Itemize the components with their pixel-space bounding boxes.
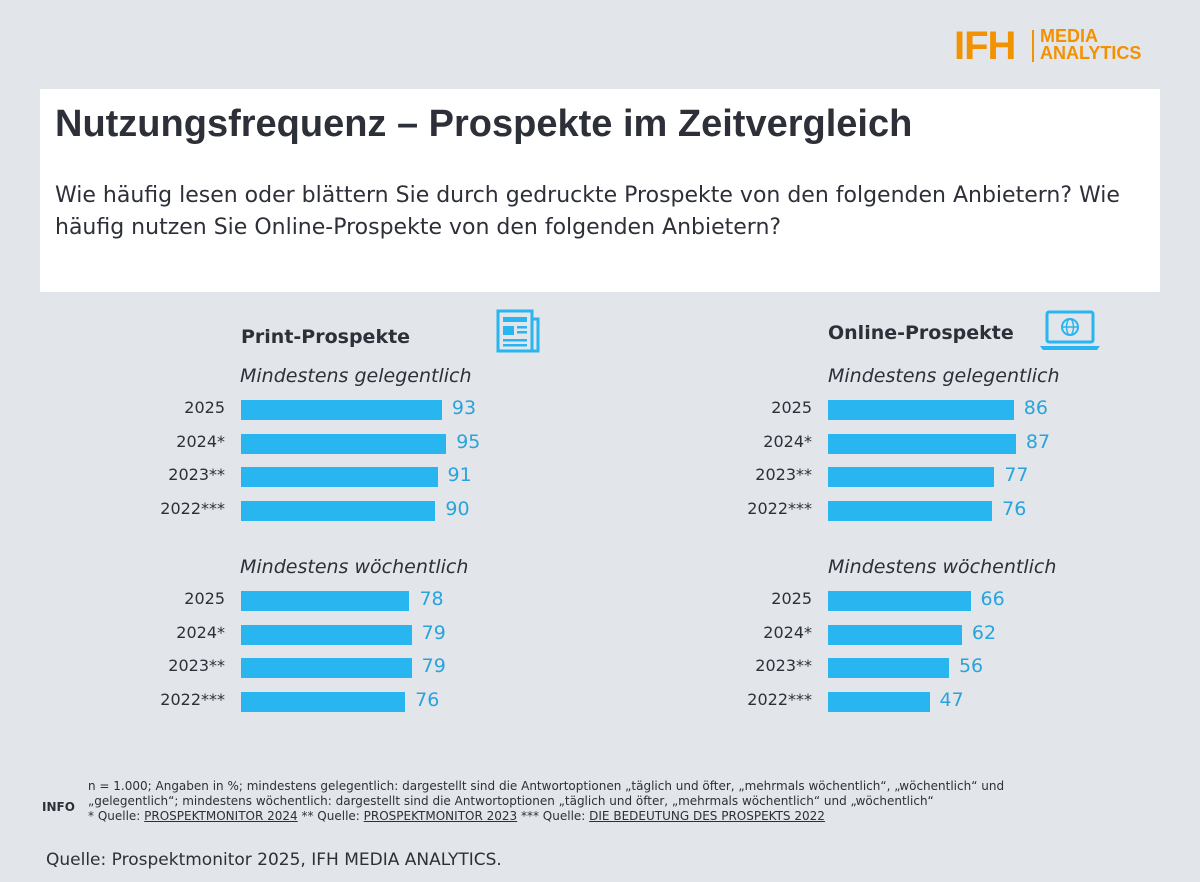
bar-value-label: 76 [1002,497,1027,520]
laptop-globe-icon [1039,310,1101,356]
bar [828,591,971,611]
ref2-prefix: ** Quelle: [297,809,364,823]
bar-row: 2025 86 [771,397,1054,421]
bar-value-label: 87 [1025,430,1051,453]
bar [828,467,995,487]
bar-category-label: 2022*** [160,689,225,709]
bar-category-label: 2023** [168,465,225,484]
bar-row: 2023** 91 [168,464,478,488]
bar-value-label: 86 [1023,397,1048,419]
ref1-prefix: * Quelle: [88,809,145,823]
bar-value-label: 79 [421,655,446,677]
ifh-logo: IFH MEDIA ANALYTICS [954,26,1164,66]
bar [241,400,442,420]
footnotes: n = 1.000; Angaben in %; mindestens gele… [88,779,1178,824]
bar-category-label: 2024* [763,622,812,642]
logo-ifh: IFH [954,24,1016,68]
bar [828,500,993,521]
header-box: Nutzungsfrequenz – Prospekte im Zeitverg… [40,89,1160,292]
bar-value-label: 62 [971,621,997,644]
online-panel-title: Online-Prospekte [828,322,1014,344]
bar-row: 2022*** 76 [160,688,445,713]
bar-row: 2025 78 [184,588,449,612]
bar-row: 2022*** 90 [160,497,475,522]
ref1-link[interactable]: PROSPEKTMONITOR 2024 [144,809,298,823]
online-group-label-occasional: Mindestens gelegentlich [828,365,1060,387]
bar-category-label: 2024* [176,431,225,451]
bar-row: 2022*** 47 [747,688,970,713]
footnote-line2: „gelegentlich“; mindestens wöchentlich: … [88,794,934,808]
bar-value-label: 66 [980,588,1005,610]
bar [828,624,962,645]
bar-value-label: 91 [447,464,472,486]
bar [828,433,1016,454]
logo-divider [1032,30,1034,62]
bar-row: 2023** 77 [755,464,1034,488]
bar-value-label: 78 [419,588,444,610]
bar [241,591,410,611]
print-panel-title: Print-Prospekte [241,326,411,348]
logo-line2: ANALYTICS [1040,43,1142,63]
bar-category-label: 2025 [771,589,812,608]
ref2-link[interactable]: PROSPEKTMONITOR 2023 [363,809,518,823]
bar-category-label: 2022*** [160,498,225,518]
info-label: INFO [42,800,75,814]
bar [828,691,930,712]
bar-value-label: 79 [421,621,446,644]
online-group-label-weekly: Mindestens wöchentlich [828,556,1057,578]
bar [241,467,438,487]
bar [241,658,412,678]
bar [241,500,436,521]
bar-category-label: 2024* [176,622,225,642]
bar-value-label: 76 [415,688,440,711]
bar [241,691,406,712]
bar-row: 2024* 79 [176,621,452,646]
bar-row: 2022*** 76 [747,497,1032,522]
bar-category-label: 2025 [771,398,812,417]
print-group-label-weekly: Mindestens wöchentlich [240,556,469,578]
bar-category-label: 2023** [168,656,225,675]
bar-category-label: 2025 [184,589,225,608]
bar-category-label: 2025 [184,398,225,417]
bar-row: 2024* 95 [176,430,486,455]
page-subtitle: Wie häufig lesen oder blättern Sie durch… [55,183,1120,240]
bar [241,624,412,645]
bar-value-label: 93 [451,397,477,419]
footnote-line1: n = 1.000; Angaben in %; mindestens gele… [88,779,1005,793]
bar-row: 2025 66 [771,588,1011,612]
bar-category-label: 2023** [755,656,812,675]
ref3-link[interactable]: DIE BEDEUTUNG DES PROSPEKTS 2022 [589,809,825,823]
bar-row: 2024* 87 [763,430,1056,455]
bar-value-label: 77 [1004,464,1029,486]
print-group-label-occasional: Mindestens gelegentlich [240,365,472,387]
bar-value-label: 90 [445,497,470,520]
bar-category-label: 2022*** [747,498,812,518]
bar-row: 2023** 79 [168,655,452,679]
source-line: Quelle: Prospektmonitor 2025, IFH MEDIA … [46,850,502,870]
bar [828,400,1014,420]
bar-row: 2023** 56 [755,655,989,679]
bar-row: 2024* 62 [763,621,1002,646]
footnote-refs: * Quelle: PROSPEKTMONITOR 2024 ** Quelle… [88,809,1178,824]
bar-value-label: 95 [456,430,481,453]
bar-value-label: 56 [958,655,984,677]
bar [241,433,447,454]
ref3-prefix: *** Quelle: [517,809,590,823]
bar-category-label: 2022*** [747,689,812,709]
logo-line1: MEDIA [1040,26,1098,46]
newspaper-icon [496,309,540,357]
bar [828,658,949,678]
bar-category-label: 2023** [755,465,812,484]
bar-value-label: 47 [939,688,964,711]
bar-row: 2025 93 [184,397,482,421]
logo-text: MEDIA ANALYTICS [1040,26,1142,63]
page-title: Nutzungsfrequenz – Prospekte im Zeitverg… [55,103,913,145]
bar-category-label: 2024* [763,431,812,451]
